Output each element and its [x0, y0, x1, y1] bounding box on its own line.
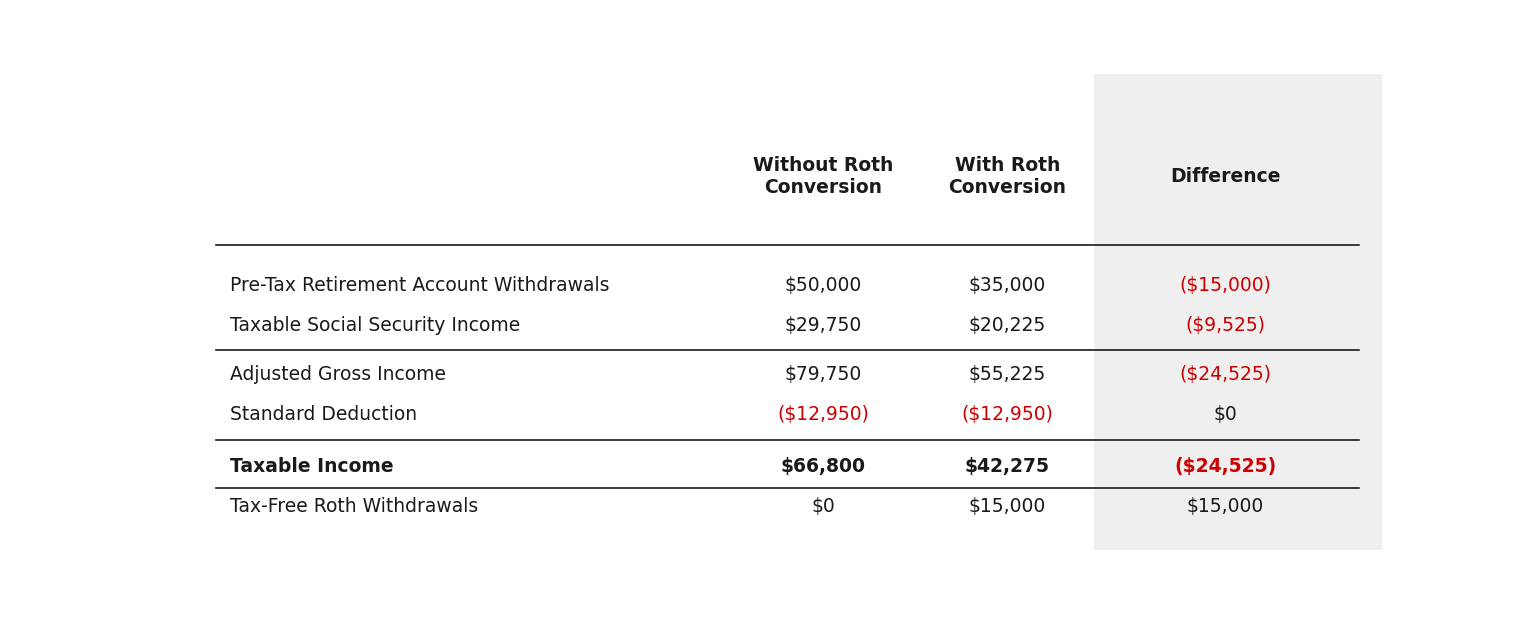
Text: $79,750: $79,750	[785, 365, 862, 384]
Text: $15,000: $15,000	[969, 497, 1046, 516]
Text: ($24,525): ($24,525)	[1174, 457, 1276, 476]
Text: With Roth
Conversion: With Roth Conversion	[948, 156, 1066, 197]
Text: Taxable Income: Taxable Income	[230, 457, 393, 476]
Text: ($12,950): ($12,950)	[777, 405, 869, 424]
Text: $20,225: $20,225	[969, 316, 1046, 335]
Text: Pre-Tax Retirement Account Withdrawals: Pre-Tax Retirement Account Withdrawals	[230, 276, 610, 295]
Text: Taxable Social Security Income: Taxable Social Security Income	[230, 316, 521, 335]
Text: Adjusted Gross Income: Adjusted Gross Income	[230, 365, 445, 384]
Text: $66,800: $66,800	[780, 457, 865, 476]
Text: $29,750: $29,750	[785, 316, 862, 335]
Text: $0: $0	[1213, 405, 1236, 424]
Text: Standard Deduction: Standard Deduction	[230, 405, 418, 424]
Text: $15,000: $15,000	[1187, 497, 1264, 516]
FancyBboxPatch shape	[1094, 74, 1382, 550]
Text: Difference: Difference	[1170, 167, 1281, 186]
Text: $50,000: $50,000	[785, 276, 862, 295]
Text: ($9,525): ($9,525)	[1186, 316, 1266, 335]
Text: $0: $0	[811, 497, 834, 516]
Text: $35,000: $35,000	[969, 276, 1046, 295]
Text: $42,275: $42,275	[965, 457, 1051, 476]
Text: ($12,950): ($12,950)	[962, 405, 1054, 424]
Text: ($24,525): ($24,525)	[1180, 365, 1272, 384]
Text: Without Roth
Conversion: Without Roth Conversion	[753, 156, 892, 197]
Text: ($15,000): ($15,000)	[1180, 276, 1272, 295]
Text: Tax-Free Roth Withdrawals: Tax-Free Roth Withdrawals	[230, 497, 478, 516]
Text: $55,225: $55,225	[969, 365, 1046, 384]
